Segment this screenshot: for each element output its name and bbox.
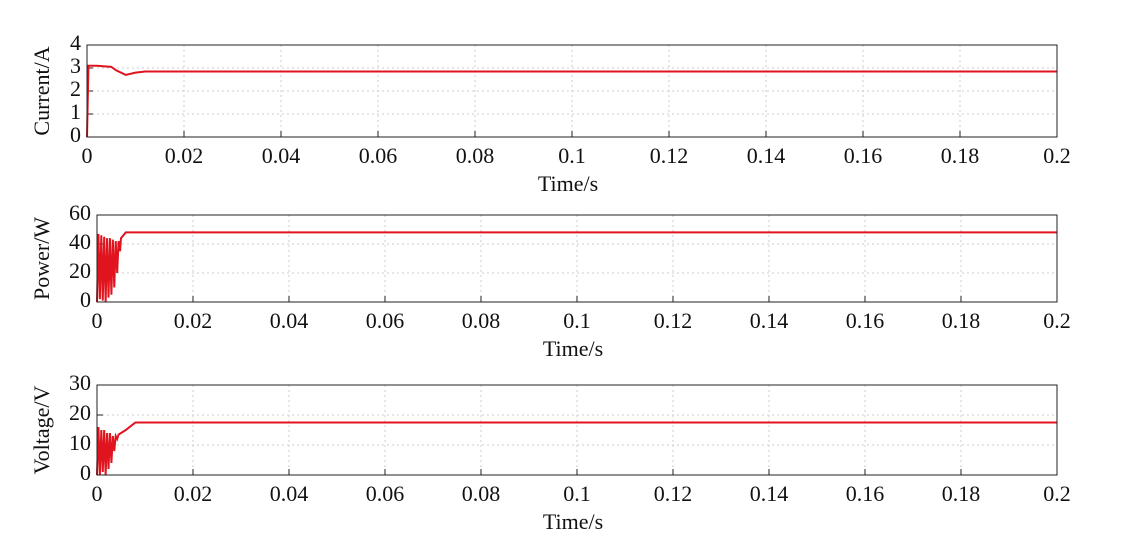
- data-line: [86, 64, 1057, 138]
- x-tick-label: 0.1: [563, 308, 591, 333]
- x-tick-label: 0.2: [1043, 143, 1071, 168]
- x-axis-label: Time/s: [538, 171, 598, 196]
- x-tick-label: 0: [92, 308, 103, 333]
- y-tick-label: 0: [70, 122, 81, 147]
- axes-frame: [96, 214, 1058, 303]
- data-line: [96, 421, 1057, 476]
- x-tick-label: 0.14: [750, 481, 789, 506]
- x-tick-label: 0.08: [462, 481, 501, 506]
- x-tick-label: 0.06: [366, 308, 405, 333]
- x-tick-label: 0.16: [846, 481, 885, 506]
- x-tick-label: 0.02: [174, 481, 213, 506]
- y-tick-label: 2: [70, 76, 81, 101]
- y-axis-label: Voltage/V: [29, 385, 54, 474]
- x-tick-label: 0.08: [456, 143, 495, 168]
- y-tick-label: 0: [80, 460, 91, 485]
- y-tick-label: 40: [69, 229, 91, 254]
- data-line: [96, 231, 1057, 303]
- x-tick-label: 0.12: [650, 143, 689, 168]
- x-tick-label: 0.18: [942, 481, 981, 506]
- y-tick-label: 4: [70, 30, 81, 55]
- y-tick-label: 3: [70, 53, 81, 78]
- x-tick-label: 0.18: [942, 308, 981, 333]
- x-tick-label: 0: [92, 481, 103, 506]
- x-tick-label: 0.16: [844, 143, 883, 168]
- y-tick-label: 10: [69, 430, 91, 455]
- y-tick-label: 0: [80, 287, 91, 312]
- x-tick-label: 0: [82, 143, 93, 168]
- y-tick-label: 30: [69, 370, 91, 395]
- x-tick-label: 0.06: [366, 481, 405, 506]
- x-tick-label: 0.14: [750, 308, 789, 333]
- y-axis-label: Current/A: [29, 46, 54, 135]
- x-tick-label: 0.16: [846, 308, 885, 333]
- x-tick-label: 0.04: [262, 143, 301, 168]
- x-tick-label: 0.02: [165, 143, 204, 168]
- x-tick-label: 0.08: [462, 308, 501, 333]
- y-tick-label: 1: [70, 99, 81, 124]
- x-axis-label: Time/s: [543, 509, 603, 534]
- x-tick-label: 0.1: [558, 143, 586, 168]
- x-tick-label: 0.04: [270, 308, 309, 333]
- x-tick-label: 0.14: [747, 143, 786, 168]
- axes-frame: [96, 384, 1058, 476]
- x-tick-label: 0.04: [270, 481, 309, 506]
- y-axis-label: Power/W: [29, 217, 54, 300]
- plot-area: [97, 215, 1057, 302]
- x-axis-label: Time/s: [543, 336, 603, 361]
- x-tick-label: 0.06: [359, 143, 398, 168]
- axes-frame: [86, 44, 1058, 138]
- y-tick-label: 20: [69, 258, 91, 283]
- x-tick-label: 0.12: [654, 308, 693, 333]
- x-tick-label: 0.02: [174, 308, 213, 333]
- x-tick-label: 0.18: [941, 143, 980, 168]
- x-tick-label: 0.2: [1043, 308, 1071, 333]
- x-tick-label: 0.1: [563, 481, 591, 506]
- y-tick-label: 60: [69, 200, 91, 225]
- x-tick-label: 0.12: [654, 481, 693, 506]
- y-tick-label: 20: [69, 400, 91, 425]
- x-tick-label: 0.2: [1043, 481, 1071, 506]
